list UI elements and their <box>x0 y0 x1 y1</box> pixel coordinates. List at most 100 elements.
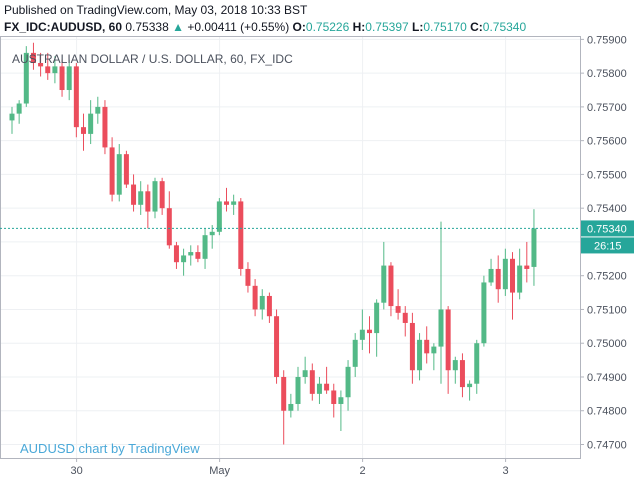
x-tick-label: May <box>209 465 230 477</box>
low-label: L: <box>412 20 424 34</box>
y-tick-label: 0.75800 <box>587 68 627 80</box>
candle-body <box>474 343 480 384</box>
candle <box>38 52 44 77</box>
candle-body <box>245 268 251 286</box>
last-price-tag-text: 0.75340 <box>587 223 627 235</box>
candle-body <box>417 339 423 371</box>
candle-body <box>288 403 294 411</box>
candle-body <box>266 295 272 317</box>
price-axis[interactable]: 0.75900 0.75800 0.75700 0.75600 0.75500 0.754… <box>580 36 627 451</box>
candle <box>488 258 494 286</box>
watermark-link[interactable]: AUDUSD chart by TradingView <box>20 441 200 456</box>
y-tick-label: 0.74900 <box>587 372 627 384</box>
high-label: H: <box>352 20 366 34</box>
published-line: Published on TradingView.com, May 03, 20… <box>4 3 308 17</box>
candle-body <box>502 258 508 290</box>
candle <box>431 343 437 371</box>
candle <box>395 289 401 320</box>
candle <box>116 144 122 202</box>
candle <box>209 225 215 249</box>
candle <box>338 390 344 431</box>
candle-body <box>73 66 79 128</box>
candle-body <box>238 201 244 269</box>
close-label: C: <box>470 20 483 34</box>
candle-body <box>495 268 501 290</box>
candle <box>95 96 101 124</box>
symbol-quote-bar: FX_IDC:AUDUSD, 60 0.75338 ▲ +0.00411 (+0… <box>4 20 526 34</box>
candle <box>531 209 537 286</box>
candle <box>481 275 487 347</box>
candle <box>109 137 115 202</box>
candle <box>245 262 251 293</box>
candle-body <box>138 191 144 205</box>
candle-body <box>402 312 408 323</box>
candle-body <box>295 376 301 404</box>
candle <box>495 255 501 303</box>
time-axis[interactable]: 30 May 2 3 <box>70 458 509 477</box>
candle <box>417 333 423 381</box>
candle-body <box>331 390 337 404</box>
candle <box>309 363 315 401</box>
candle-body <box>481 282 487 344</box>
candle-body <box>145 191 151 212</box>
candle <box>9 106 15 134</box>
candle <box>173 241 179 269</box>
candle <box>224 187 229 212</box>
candle <box>409 312 415 384</box>
y-tick-label: 0.74700 <box>587 439 627 451</box>
candle <box>216 198 222 236</box>
candle-body <box>173 245 179 263</box>
candle <box>152 177 158 219</box>
candle <box>467 380 473 401</box>
candle <box>352 333 358 377</box>
candle-body <box>345 366 351 398</box>
candle <box>345 360 351 411</box>
last-price-tag <box>581 220 634 237</box>
candle-body <box>209 231 215 236</box>
candle-body <box>216 201 222 232</box>
candle <box>59 59 65 97</box>
candle-body <box>152 181 158 212</box>
candle-body <box>259 295 265 310</box>
candle-body <box>424 339 430 354</box>
candle-body <box>452 360 458 371</box>
candle <box>23 46 29 107</box>
price-tags: 0.75340 26:15 <box>581 220 634 254</box>
symbol-label[interactable]: FX_IDC:AUDUSD, 60 <box>4 20 123 34</box>
candle-body <box>23 52 29 104</box>
candle <box>123 150 129 188</box>
candle <box>88 100 94 145</box>
grid-lines <box>0 36 580 458</box>
candle-body <box>467 383 473 388</box>
plot-frame <box>0 36 581 459</box>
y-tick-label: 0.75400 <box>587 203 627 215</box>
candle-body <box>338 397 344 404</box>
countdown-tag-text: 26:15 <box>594 240 622 252</box>
candle-body <box>302 370 308 377</box>
candle <box>131 174 137 212</box>
candle <box>274 309 280 384</box>
candle <box>252 279 258 317</box>
candle-body <box>66 66 72 91</box>
chart-caption: AUSTRALIAN DOLLAR / U.S. DOLLAR, 60, FX_… <box>12 52 293 66</box>
close-value: 0.75340 <box>482 20 527 34</box>
candle-body <box>116 154 122 195</box>
candle-body <box>445 309 451 371</box>
candle-body <box>131 184 137 205</box>
candle-body <box>274 316 280 377</box>
candle-body <box>281 376 287 411</box>
candle-body <box>352 339 358 367</box>
candle-body <box>381 265 387 303</box>
candle <box>388 262 394 317</box>
candle-body <box>202 235 208 259</box>
last-price: 0.75338 <box>125 20 169 34</box>
price-chart[interactable]: 0.75900 0.75800 0.75700 0.75600 0.75500 0.754… <box>0 36 635 495</box>
candle-body <box>166 208 172 246</box>
candle <box>374 299 380 357</box>
candle-body <box>316 383 322 394</box>
candle <box>138 181 144 215</box>
candle <box>288 393 294 418</box>
candle-body <box>395 306 401 313</box>
candle-body <box>524 265 530 269</box>
y-tick-label: 0.75500 <box>587 169 627 181</box>
